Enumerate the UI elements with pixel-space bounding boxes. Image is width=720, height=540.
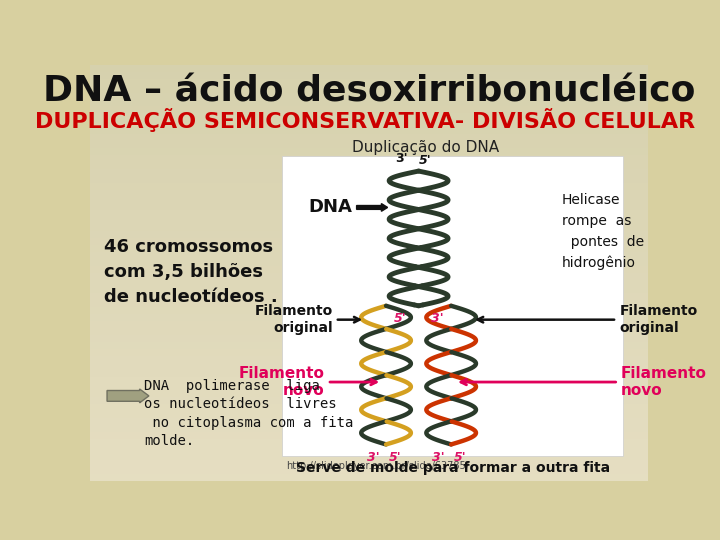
Text: 5': 5'	[394, 312, 406, 325]
Bar	[90, 294, 648, 300]
Bar	[90, 85, 648, 92]
Bar	[90, 245, 648, 252]
Bar	[90, 418, 648, 425]
Bar	[90, 467, 648, 474]
Bar	[90, 134, 648, 141]
Text: DNA  polimerase  liga
os nucleotídeos  livres
 no citoplasma com a fita
molde.: DNA polimerase liga os nucleotídeos livr…	[144, 379, 354, 448]
Bar	[90, 266, 648, 273]
Bar	[90, 335, 648, 342]
Text: 5': 5'	[454, 450, 467, 463]
Bar	[90, 204, 648, 210]
Bar	[90, 474, 648, 481]
Bar	[90, 370, 648, 377]
Bar	[90, 162, 648, 168]
Bar	[90, 197, 648, 204]
Bar	[90, 238, 648, 245]
Bar	[90, 377, 648, 383]
Bar	[90, 280, 648, 287]
Text: DUPLICAÇÃO SEMICONSERVATIVA- DIVISÃO CELULAR: DUPLICAÇÃO SEMICONSERVATIVA- DIVISÃO CEL…	[35, 108, 696, 132]
Bar	[90, 307, 648, 314]
Text: 3': 3'	[367, 450, 380, 463]
Bar	[90, 79, 648, 85]
Bar	[90, 287, 648, 294]
Text: Filamento
novo: Filamento novo	[239, 366, 325, 398]
Bar	[90, 106, 648, 113]
Text: 3': 3'	[395, 152, 408, 165]
Text: Helicase
rompe  as
  pontes  de
hidrogênio: Helicase rompe as pontes de hidrogênio	[562, 193, 644, 270]
Bar	[282, 156, 624, 456]
Text: DNA: DNA	[309, 198, 353, 217]
Bar	[90, 252, 648, 259]
Text: Filamento
original: Filamento original	[254, 304, 333, 335]
Bar	[90, 65, 648, 72]
Bar	[90, 273, 648, 280]
Text: 5': 5'	[418, 154, 431, 167]
Bar	[90, 432, 648, 439]
Text: Filamento
original: Filamento original	[619, 304, 698, 335]
Bar	[90, 211, 648, 217]
Bar	[90, 314, 648, 321]
Text: http://slideplayer.com.br/slide/63785/: http://slideplayer.com.br/slide/63785/	[286, 461, 469, 471]
Bar	[90, 349, 648, 356]
Bar	[90, 411, 648, 418]
Text: Duplicação do DNA: Duplicação do DNA	[352, 140, 499, 156]
Bar	[90, 231, 648, 238]
Text: Serve de molde para formar a outra fita: Serve de molde para formar a outra fita	[296, 461, 610, 475]
Bar	[90, 148, 648, 155]
Bar	[90, 383, 648, 390]
Bar	[90, 141, 648, 148]
Text: 3': 3'	[433, 450, 445, 463]
FancyArrow shape	[356, 204, 387, 211]
Bar	[90, 92, 648, 99]
Text: 46 cromossomos
com 3,5 bilhões
de nucleotídeos .: 46 cromossomos com 3,5 bilhões de nucleo…	[104, 238, 278, 306]
Bar	[90, 300, 648, 307]
Bar	[90, 190, 648, 197]
Text: 5': 5'	[389, 450, 402, 463]
Bar	[90, 328, 648, 335]
Bar	[90, 453, 648, 460]
Bar	[90, 363, 648, 370]
Bar	[90, 224, 648, 231]
Bar	[90, 155, 648, 162]
Bar	[90, 168, 648, 176]
Bar	[90, 183, 648, 190]
Bar	[90, 99, 648, 106]
Bar	[90, 425, 648, 432]
Bar	[90, 460, 648, 467]
Bar	[90, 390, 648, 397]
Bar	[90, 321, 648, 328]
Bar	[90, 120, 648, 127]
Bar	[90, 397, 648, 404]
Bar	[90, 217, 648, 224]
Bar	[90, 176, 648, 183]
Bar	[90, 342, 648, 349]
Text: Filamento
novo: Filamento novo	[621, 366, 707, 398]
Bar	[90, 72, 648, 79]
Bar	[90, 113, 648, 120]
Text: DNA – ácido desoxirribonucléico: DNA – ácido desoxirribonucléico	[42, 75, 696, 109]
FancyArrow shape	[107, 389, 149, 403]
Bar	[90, 259, 648, 266]
Bar	[90, 404, 648, 411]
Bar	[90, 127, 648, 134]
Bar	[90, 446, 648, 453]
Bar	[90, 439, 648, 446]
Bar	[90, 356, 648, 363]
Text: 3': 3'	[431, 312, 444, 325]
